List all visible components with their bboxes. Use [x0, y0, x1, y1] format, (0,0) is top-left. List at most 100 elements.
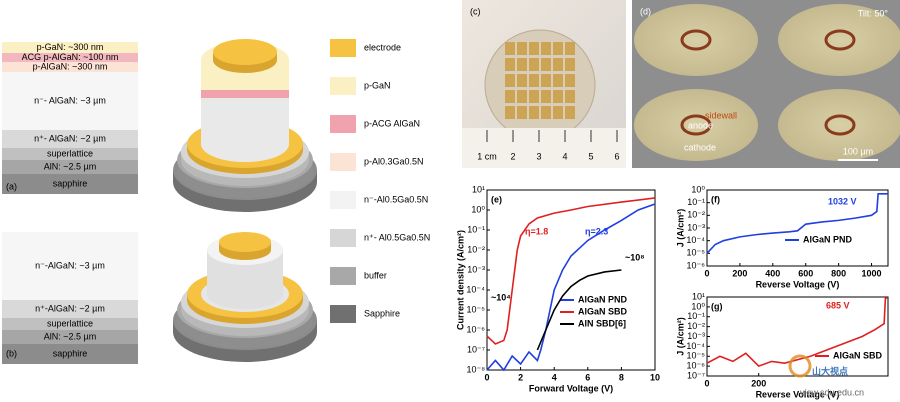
plot-frame [706, 189, 889, 267]
x-tick-label: 800 [831, 268, 846, 278]
legend-label: buffer [364, 270, 387, 280]
chip [565, 90, 575, 103]
ruler-label: 4 [562, 151, 567, 161]
panel-label: (a) [6, 181, 17, 191]
layer [2, 72, 138, 130]
chip [553, 74, 563, 87]
x-tick-label: 2 [518, 372, 523, 382]
ring [680, 114, 712, 136]
ring [824, 114, 856, 136]
legend-label: p-Al0.3Ga0.5N [364, 156, 424, 166]
x-tick-label: 200 [732, 268, 747, 278]
x-tick-label: 0 [704, 268, 709, 278]
layer [2, 330, 138, 344]
y-tick-label: 10⁻⁵ [467, 304, 486, 314]
chip [553, 90, 563, 103]
layer-label: ACG p-AlGaN: ~100 nm [22, 52, 119, 62]
legend-swatch [330, 305, 356, 323]
ring [824, 29, 856, 51]
annotation: 1032 V [828, 196, 857, 206]
y-tick-label: 10⁻⁴ [686, 235, 705, 245]
y-tick-label: 10⁻⁶ [687, 361, 706, 371]
layer [2, 318, 138, 330]
chip [565, 42, 575, 55]
ruler-label: 5 [588, 151, 593, 161]
y-tick-label: 10⁻³ [467, 264, 485, 274]
watermark: 山大视点 [812, 365, 848, 376]
annotation: 685 V [826, 300, 850, 310]
annotation: ~10⁸ [625, 252, 645, 262]
y-tick-label: 10⁻² [467, 244, 485, 254]
annotation: η=2.3 [585, 226, 608, 236]
y-axis-label: J (A/cm²) [675, 209, 685, 248]
y-tick-label: 10⁻² [687, 210, 705, 220]
ring [680, 29, 712, 51]
chip [505, 74, 515, 87]
legend-label: AlGaN SBD [833, 350, 883, 360]
disk [778, 89, 900, 161]
chip [541, 74, 551, 87]
layer-label: n⁻- AlGaN: ~3 µm [34, 95, 106, 105]
series-line [706, 193, 888, 254]
y-tick-label: 10⁰ [471, 204, 485, 214]
layer-label: superlattice [47, 148, 93, 158]
plot-frame [706, 296, 889, 377]
y-tick-label: 10⁻⁷ [467, 344, 485, 354]
chip [529, 58, 539, 71]
layer-label: superlattice [47, 318, 93, 328]
y-tick-label: 10⁰ [691, 184, 705, 194]
annotation: ~10⁴ [491, 292, 511, 302]
layer-label: p-GaN: ~300 nm [37, 42, 104, 52]
panel-label: (f) [711, 194, 720, 204]
cylinder-side [207, 250, 283, 309]
layer [2, 53, 138, 62]
chip [541, 106, 551, 119]
layer-label: n⁺- AlGaN: ~2 µm [34, 133, 106, 143]
y-tick-label: 10¹ [692, 291, 705, 301]
legend-label: n⁺- Al0.5Ga0.5N [364, 232, 430, 242]
x-tick-label: 0 [484, 372, 489, 382]
legend-label: electrode [364, 42, 401, 52]
watermark: view.sdu.edu.cn [800, 387, 864, 397]
y-tick-label: 10⁻⁴ [466, 284, 485, 294]
disk [634, 89, 758, 161]
ruler [462, 128, 626, 168]
chip [529, 106, 539, 119]
y-tick-label: 10⁻¹ [467, 224, 485, 234]
panel-label: (b) [6, 348, 17, 358]
y-tick-label: 10⁻⁶ [687, 260, 706, 270]
wafer [484, 29, 596, 141]
layer-label: AlN: ~2.5 µm [44, 331, 96, 341]
layer-label: sapphire [53, 178, 88, 188]
series-line [536, 269, 622, 351]
panel-label: (e) [491, 194, 502, 204]
cathode: cathode [684, 142, 716, 152]
chip [565, 74, 575, 87]
sidewall: sidewall [705, 110, 737, 120]
layer [2, 232, 138, 300]
layer-label: n⁺-AlGaN: ~2 µm [35, 303, 105, 313]
chip [517, 74, 527, 87]
series-line [706, 297, 888, 368]
x-tick-label: 1000 [862, 268, 882, 278]
chip [541, 90, 551, 103]
chip [505, 90, 515, 103]
chip [517, 106, 527, 119]
legend-label: p-ACG AlGaN [364, 118, 420, 128]
legend-swatch [330, 115, 356, 133]
ruler-label: 2 [510, 151, 515, 161]
ruler-label: 3 [536, 151, 541, 161]
chip [541, 58, 551, 71]
y-tick-label: 10⁰ [691, 301, 705, 311]
x-tick-label: 4 [552, 372, 557, 382]
y-axis-label: Current density (A/cm²) [455, 230, 465, 330]
legend-label: Sapphire [364, 308, 400, 318]
series-line [486, 197, 656, 345]
x-tick-label: 400 [765, 268, 780, 278]
y-tick-label: 10⁻² [687, 321, 705, 331]
y-tick-label: 10⁻³ [687, 222, 705, 232]
chip [505, 106, 515, 119]
layer-label: sapphire [53, 348, 88, 358]
y-tick-label: 10⁻³ [687, 331, 705, 341]
y-tick-label: 10⁻⁷ [687, 370, 705, 380]
